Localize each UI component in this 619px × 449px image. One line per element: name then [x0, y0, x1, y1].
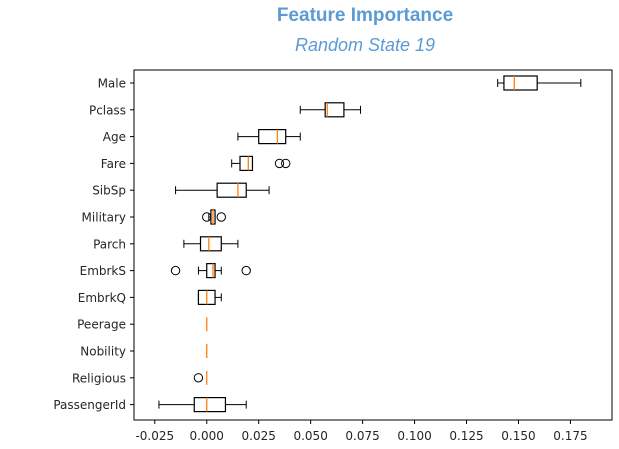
x-tick-label: -0.025 — [135, 429, 174, 443]
y-tick-label: Nobility — [80, 345, 126, 359]
x-tick-label: 0.175 — [553, 429, 587, 443]
x-tick-label: 0.100 — [397, 429, 431, 443]
chart-subtitle: Random State 19 — [294, 35, 436, 55]
flier-point — [193, 373, 204, 383]
y-tick-label: Age — [103, 130, 126, 144]
x-axis: -0.025 0.000 0.025 0.050 0.075 0.100 0.125 0.15… — [135, 420, 588, 443]
box-iqr — [193, 397, 227, 413]
flier-point — [170, 265, 181, 276]
flier-point — [216, 212, 226, 222]
box-iqr — [503, 75, 538, 91]
y-tick-label: EmbrkS — [80, 264, 126, 278]
box-fare — [231, 155, 291, 171]
box-iqr — [199, 236, 222, 252]
plot-marks — [158, 75, 582, 413]
box-military — [202, 209, 226, 225]
y-tick-label: Fare — [101, 157, 126, 171]
box-iqr — [239, 155, 254, 171]
y-tick-label: Military — [82, 211, 126, 225]
y-tick-label: Male — [98, 77, 126, 91]
box-iqr — [258, 129, 287, 145]
y-tick-label: Religious — [72, 371, 126, 385]
box-embrks — [170, 263, 251, 279]
x-tick-label: 0.000 — [190, 429, 224, 443]
x-tick-label: 0.025 — [242, 429, 276, 443]
box-passengerid — [158, 397, 247, 413]
y-tick-label: Pclass — [89, 103, 126, 117]
flier-point — [202, 212, 212, 222]
box-religious — [193, 370, 208, 385]
x-tick-label: 0.150 — [501, 429, 535, 443]
box-iqr — [206, 263, 216, 279]
flier-point — [281, 158, 291, 169]
box-parch — [183, 236, 239, 252]
x-tick-label: 0.075 — [345, 429, 379, 443]
flier-point — [274, 158, 285, 169]
x-tick-label: 0.050 — [293, 429, 327, 443]
box-sibsp — [175, 182, 270, 198]
y-tick-label: Peerage — [77, 318, 126, 332]
x-tick-label: 0.125 — [449, 429, 483, 443]
box-iqr — [324, 102, 345, 118]
y-tick-label: PassengerId — [53, 398, 126, 412]
flier-point — [241, 265, 251, 276]
y-tick-label: SibSp — [92, 184, 126, 198]
chart-title: Feature Importance — [276, 5, 454, 26]
box-age — [237, 129, 301, 145]
box-iqr — [216, 182, 247, 198]
y-tick-label: Parch — [93, 237, 126, 251]
plot-frame — [133, 69, 613, 421]
box-embrkq — [197, 289, 222, 305]
y-tick-label: EmbrkQ — [78, 291, 126, 305]
y-axis: Male Pclass Age Fare SibSp Military Parch Embrk… — [53, 77, 134, 412]
box-male — [497, 75, 582, 91]
box-pclass — [299, 102, 362, 118]
